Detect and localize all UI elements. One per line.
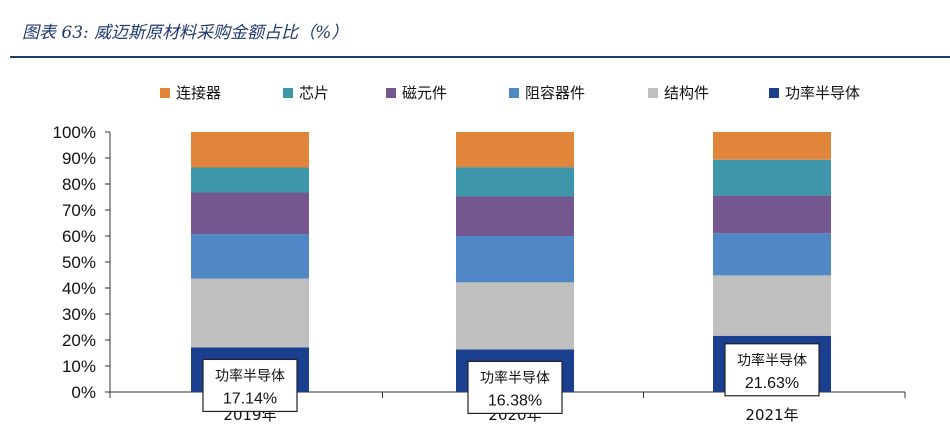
annotation-box xyxy=(724,343,820,397)
y-tick-label: 70% xyxy=(62,201,96,220)
annotation-label: 功率半导体 xyxy=(480,369,550,386)
legend-label: 磁元件 xyxy=(402,84,447,102)
y-tick-label: 60% xyxy=(62,227,96,246)
bar-segment xyxy=(456,132,574,168)
bar-segment xyxy=(713,233,831,276)
legend-label: 结构件 xyxy=(664,84,709,102)
bar-segment xyxy=(191,234,309,279)
figure-title: 图表 63: 威迈斯原材料采购金额占比（%） xyxy=(22,23,349,43)
bar-segment xyxy=(456,196,574,237)
y-tick-label: 20% xyxy=(62,331,96,350)
annotation-label: 功率半导体 xyxy=(215,367,285,384)
bar-segment xyxy=(713,159,831,196)
legend-swatch xyxy=(160,88,170,98)
bar-segment xyxy=(191,167,309,193)
bar-segment xyxy=(191,132,309,168)
bar-segment xyxy=(456,236,574,283)
bar-segment xyxy=(713,132,831,160)
annotation-value: 17.14% xyxy=(223,390,277,407)
legend-swatch xyxy=(386,88,396,98)
x-category-label: 2021年 xyxy=(745,406,798,424)
bar-segment xyxy=(713,275,831,336)
bar-segment xyxy=(456,167,574,197)
legend-label: 功率半导体 xyxy=(785,84,860,102)
annotation-box xyxy=(467,360,563,415)
y-tick-label: 10% xyxy=(62,357,96,376)
legend-label: 芯片 xyxy=(299,84,329,102)
y-tick-label: 90% xyxy=(62,149,96,168)
legend-swatch xyxy=(648,88,658,98)
y-tick-label: 100% xyxy=(53,123,96,142)
y-tick-label: 0% xyxy=(71,383,96,402)
annotation-box xyxy=(202,358,298,413)
y-tick-label: 40% xyxy=(62,279,96,298)
annotation-label: 功率半导体 xyxy=(737,352,807,369)
bar-segment xyxy=(191,192,309,235)
legend-label: 连接器 xyxy=(176,84,221,102)
legend-swatch xyxy=(509,88,519,98)
legend-swatch xyxy=(283,88,293,98)
y-tick-label: 80% xyxy=(62,175,96,194)
y-tick-label: 30% xyxy=(62,305,96,324)
y-tick-label: 50% xyxy=(62,253,96,272)
bar-segment xyxy=(456,282,574,350)
annotation-value: 16.38% xyxy=(488,392,542,409)
legend-label: 阻容器件 xyxy=(525,84,585,102)
title-rule xyxy=(10,56,950,58)
legend-swatch xyxy=(769,88,779,98)
bar-segment xyxy=(713,195,831,234)
bar-segment xyxy=(191,278,309,348)
annotation-value: 21.63% xyxy=(745,375,799,392)
